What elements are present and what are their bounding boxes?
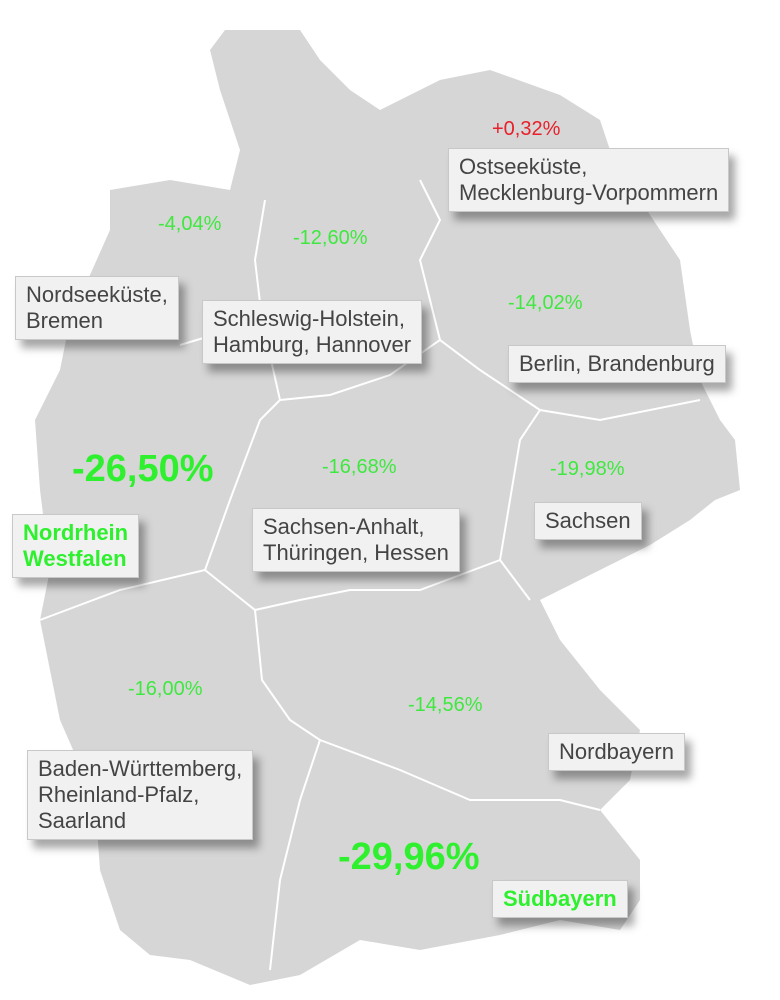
region-name-line: Thüringen, Hessen (263, 540, 449, 565)
region-label: Sachsen (534, 502, 642, 540)
region-name-line: Rheinland-Pfalz, (38, 782, 200, 807)
region-label: Sachsen-Anhalt, Thüringen, Hessen (252, 508, 460, 572)
region-name-line: Nordrhein (23, 520, 129, 545)
region-label: Schleswig-Holstein, Hamburg, Hannover (202, 300, 423, 364)
region-label: Baden-Württemberg, Rheinland-Pfalz, Saarla… (27, 750, 254, 840)
region-label: Nordbayern (548, 733, 685, 771)
region-value: -16,00% (128, 678, 203, 700)
region-label: Ostseeküste, Mecklenburg-Vorpommern (448, 148, 730, 212)
region-name-line: Bremen (26, 308, 104, 333)
region-value: -19,98% (550, 458, 625, 480)
region-value: -4,04% (158, 213, 222, 235)
region-value: -26,50% (72, 448, 214, 490)
region-name-line: Westfalen (23, 546, 127, 571)
region-label: Südbayern (492, 880, 628, 918)
region-name-line: Schleswig-Holstein, (213, 306, 405, 331)
region-value: -14,02% (508, 292, 583, 314)
region-label: Nordseeküste, Bremen (15, 276, 179, 340)
region-value: -16,68% (322, 456, 397, 478)
region-name-line: Sachsen-Anhalt, (263, 514, 425, 539)
region-value: -12,60% (293, 227, 368, 249)
region-name-line: Saarland (38, 808, 127, 833)
region-borders (39, 179, 701, 971)
region-name-line: Mecklenburg-Vorpommern (459, 180, 719, 205)
region-name-line: Südbayern (503, 886, 617, 911)
region-name-line: Nordbayern (559, 739, 674, 764)
region-name-line: Berlin, Brandenburg (519, 351, 715, 376)
region-name-line: Sachsen (545, 508, 631, 533)
region-value: +0,32% (492, 118, 561, 140)
region-label: Nordrhein Westfalen (12, 514, 140, 578)
region-value: -29,96% (338, 836, 480, 878)
region-name-line: Ostseeküste, (459, 154, 588, 179)
region-label: Berlin, Brandenburg (508, 345, 726, 383)
region-name-line: Baden-Württemberg, (38, 756, 243, 781)
region-value: -14,56% (408, 694, 483, 716)
region-name-line: Nordseeküste, (26, 282, 168, 307)
region-name-line: Hamburg, Hannover (213, 332, 412, 357)
